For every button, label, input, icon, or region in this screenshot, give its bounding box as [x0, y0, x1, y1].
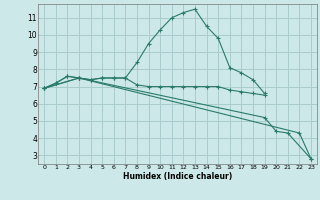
- X-axis label: Humidex (Indice chaleur): Humidex (Indice chaleur): [123, 172, 232, 181]
